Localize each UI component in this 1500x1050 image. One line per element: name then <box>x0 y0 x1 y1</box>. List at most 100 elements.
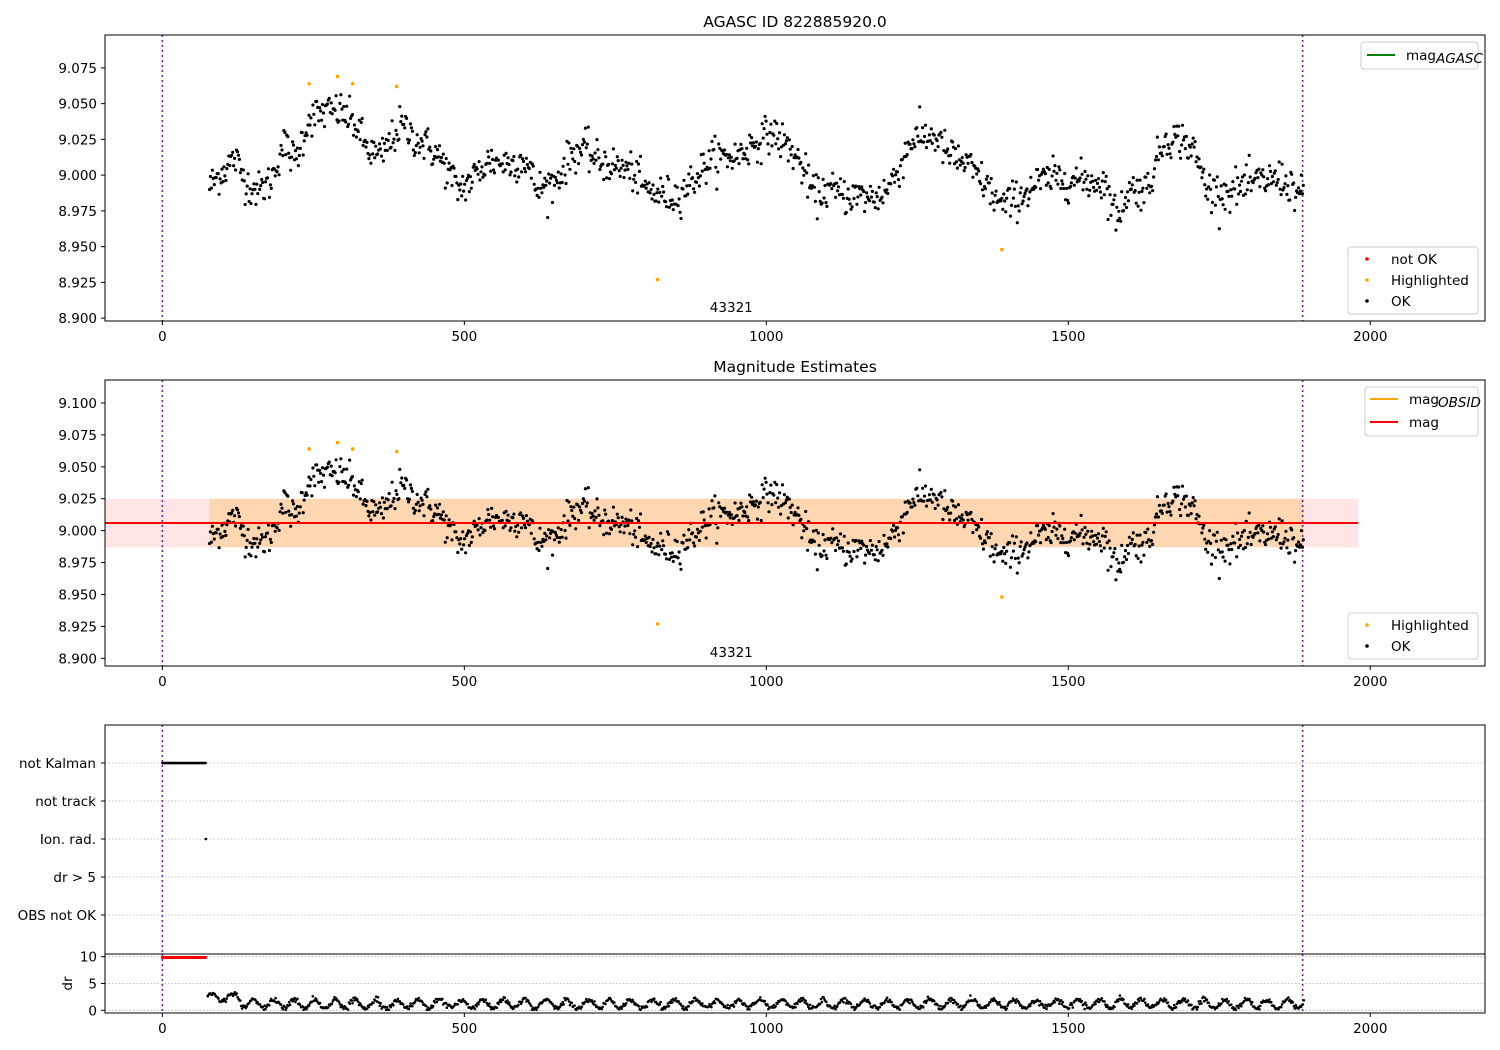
p2-ok-point <box>697 538 702 543</box>
p2-ok-point <box>398 467 402 471</box>
p2-ok-point <box>321 473 326 477</box>
p2-ytick-label-7: 9.075 <box>58 428 97 444</box>
p1-ok-point <box>436 155 441 159</box>
p1-ok-point <box>756 147 760 151</box>
p4-dr-point <box>456 1003 460 1006</box>
p2-ok-point <box>727 510 732 515</box>
p2-ok-point <box>991 553 995 557</box>
p1-ok-point <box>522 166 527 171</box>
p2-ok-point <box>245 538 249 543</box>
p1-ok-point <box>1136 204 1140 208</box>
p2-ok-point <box>1052 525 1056 529</box>
p2-ok-point <box>1201 526 1205 530</box>
p1-ok-point <box>799 160 803 164</box>
p4-dr-point <box>1100 997 1104 1000</box>
p1-ok-point <box>1240 175 1245 179</box>
p4-dr-point <box>731 1003 735 1006</box>
p2-ok-point <box>1079 513 1083 518</box>
p1-ok-point <box>664 205 669 209</box>
p1-ok-point <box>256 192 260 196</box>
p2-ok-point <box>517 530 521 534</box>
p1-ok-point <box>1059 186 1063 191</box>
p2-ok-point <box>249 554 253 558</box>
p2-ok-point <box>281 511 285 515</box>
p1-ok-point <box>220 167 224 171</box>
p1-ok-point <box>421 144 425 148</box>
p1-ok-point <box>506 156 510 160</box>
p1-ok-point <box>584 146 588 150</box>
p1-ok-point <box>1019 186 1023 190</box>
p1-ok-point <box>550 200 555 205</box>
p1-ok-point <box>1032 187 1036 191</box>
p2-ok-point <box>748 493 752 497</box>
p4-dr-point <box>566 998 570 1001</box>
p1-ok-point <box>1115 205 1119 209</box>
p2-ok-point <box>636 545 640 549</box>
p2-ok-point <box>367 514 371 518</box>
p1-ok-point <box>1163 134 1167 139</box>
p2-ok-point <box>1188 504 1192 508</box>
p1-ok-point <box>562 156 566 160</box>
p2-ok-point <box>593 509 597 513</box>
p2-ok-point <box>1275 535 1279 539</box>
p4-dr-point <box>1157 1001 1161 1004</box>
p1-ok-point <box>786 159 790 163</box>
p1-ok-point <box>1044 183 1048 187</box>
p1-ok-point <box>1017 209 1021 213</box>
p1-ok-point <box>1164 132 1168 136</box>
p1-ok-point <box>1268 169 1273 173</box>
p2-ok-point <box>756 505 760 509</box>
p1-ytick-label-6: 9.050 <box>58 97 97 113</box>
p1-ok-point <box>664 200 668 204</box>
p2-ok-point <box>1186 513 1190 518</box>
p1-ok-point <box>1150 184 1154 188</box>
p1-ok-point <box>933 148 937 152</box>
p4-dr-point <box>670 998 673 1002</box>
p4-dr-point <box>1302 999 1306 1002</box>
p1-ok-point <box>686 192 690 196</box>
p2-ok-point <box>1026 556 1030 560</box>
p1-ok-point <box>999 199 1003 203</box>
p1-ok-point <box>1135 178 1139 182</box>
p2-ok-point <box>1150 539 1154 543</box>
p2-ok-point <box>766 501 770 505</box>
p2-ok-point <box>966 518 970 522</box>
p4-dr-point <box>337 1000 341 1004</box>
p2-ok-point <box>870 543 875 547</box>
p4-dr-point <box>1200 1002 1203 1005</box>
p1-ok-point <box>585 142 589 146</box>
p1-ok-point <box>1023 191 1027 196</box>
p2-ok-point <box>799 517 803 521</box>
p1-ok-point <box>658 190 662 195</box>
p2-ok-point <box>521 516 526 521</box>
p2-ok-point <box>320 466 325 470</box>
p2-ok-point <box>779 512 783 516</box>
p1-ok-point <box>896 178 901 182</box>
p2-ok-point <box>754 499 759 503</box>
p1-ok-point <box>936 145 940 149</box>
p2-ok-point <box>283 491 287 495</box>
p2-ok-point <box>1008 541 1012 545</box>
p2-ok-point <box>1148 544 1152 549</box>
p1-ok-point <box>817 190 821 194</box>
p1-ok-point <box>232 164 236 168</box>
p2-ok-point <box>1173 492 1177 496</box>
p2-ok-point <box>1117 561 1121 565</box>
p2-ok-point <box>549 531 553 536</box>
p1-ok-point <box>1262 175 1266 179</box>
p1-ok-point <box>1234 165 1238 169</box>
p1-ok-point <box>267 195 271 199</box>
p2-ok-point <box>737 518 741 523</box>
p2-ok-point <box>1210 553 1215 557</box>
p2-ok-point <box>570 508 574 513</box>
p1-ok-point <box>1047 167 1051 171</box>
p4-dr-point <box>356 1000 360 1003</box>
p4-dr-point <box>728 1006 731 1010</box>
p1-ok-point <box>1108 193 1112 197</box>
p2-ytick-label-4: 9.000 <box>58 524 97 540</box>
p4-dr-point <box>311 995 315 998</box>
p2-ok-point <box>664 552 668 556</box>
p2-ok-point <box>951 499 955 503</box>
p1-ok-point <box>611 147 616 151</box>
p2-ok-point <box>260 533 264 537</box>
